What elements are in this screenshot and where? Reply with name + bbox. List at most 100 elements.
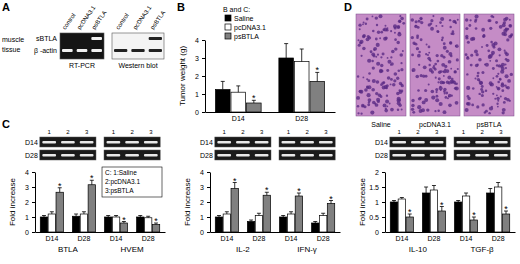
gel-band <box>430 154 444 157</box>
nucleus <box>440 17 444 21</box>
error-bar <box>146 216 150 218</box>
tick: D28 <box>492 232 505 242</box>
nucleus <box>418 64 420 66</box>
nucleus <box>465 18 468 21</box>
bar <box>72 216 79 232</box>
lane-label: 1 <box>462 129 466 135</box>
nucleus <box>509 100 511 102</box>
group-label: IFN-γ <box>297 245 317 254</box>
error-bar <box>114 216 118 218</box>
nucleus <box>444 93 446 95</box>
nucleus <box>479 81 483 85</box>
nucleus <box>390 78 393 81</box>
tick-label: D28 <box>317 235 330 242</box>
nucleus <box>400 17 404 21</box>
tick: D28 <box>142 232 155 242</box>
gel-band <box>91 37 102 40</box>
nucleus <box>368 98 372 102</box>
nucleus <box>450 68 452 70</box>
lane-label: psBTLA <box>149 10 166 31</box>
nucleus <box>379 70 383 74</box>
nucleus <box>358 44 361 47</box>
tick-mark <box>32 187 35 188</box>
tick-mark <box>382 232 385 233</box>
tick-mark <box>207 202 210 203</box>
nucleus <box>368 72 371 75</box>
tick: D28 <box>428 232 441 242</box>
nucleus <box>435 25 437 27</box>
axis-line <box>36 232 166 233</box>
nucleus <box>508 24 512 28</box>
lane-label: 1 <box>112 129 116 135</box>
nucleus <box>445 91 448 94</box>
nucleus <box>466 57 469 60</box>
histology-image <box>464 14 514 116</box>
lane-label: 2 <box>480 129 484 135</box>
nucleus <box>443 46 447 50</box>
panel-label: D <box>344 1 352 13</box>
nucleus <box>360 55 362 57</box>
lane-label: 3 <box>324 129 328 135</box>
bar <box>327 204 334 233</box>
annotation: * <box>440 200 444 210</box>
nucleus <box>443 75 445 77</box>
nucleus <box>454 87 457 90</box>
lane-label: 2 <box>241 129 245 135</box>
tick-label: 2 <box>200 199 204 206</box>
axis-title: Tumor weight (g) <box>178 46 187 107</box>
nucleus <box>435 88 438 91</box>
nucleus <box>485 110 488 113</box>
nucleus <box>496 103 498 105</box>
tick-label: 2 <box>375 169 379 176</box>
nucleus <box>394 47 397 50</box>
nucleus <box>412 111 415 114</box>
gel-band <box>255 141 269 144</box>
gel-band <box>77 49 88 52</box>
bar <box>494 187 501 232</box>
nucleus <box>481 103 484 106</box>
legend: B and C:SalinepcDNA3.1psBTLA <box>223 6 266 41</box>
nucleus <box>457 19 459 21</box>
nucleus <box>359 90 362 93</box>
lane-label: 1 <box>287 129 291 135</box>
bar <box>310 81 325 112</box>
gel <box>279 137 335 147</box>
method-label: RT-PCR <box>69 62 95 69</box>
gel-band <box>80 154 94 157</box>
nucleus <box>500 96 502 98</box>
annotation: * <box>90 173 94 183</box>
nucleus <box>418 97 421 100</box>
bar <box>422 193 429 232</box>
gel-band <box>411 154 425 157</box>
nucleus <box>497 81 500 84</box>
nucleus <box>497 47 501 51</box>
nucleus <box>415 20 418 23</box>
nucleus <box>491 51 495 55</box>
nucleus <box>454 70 457 73</box>
nucleus <box>380 31 383 34</box>
tick: 0 <box>375 229 385 236</box>
lane-label: 3 <box>435 129 439 135</box>
nucleus <box>443 56 446 59</box>
nucleus <box>494 98 496 100</box>
nucleus <box>362 76 364 78</box>
nucleus <box>373 49 375 51</box>
nucleus <box>474 77 476 79</box>
nucleus <box>495 21 498 24</box>
nucleus <box>411 99 414 102</box>
nucleus <box>448 103 452 107</box>
annotation: * <box>252 93 256 103</box>
gel <box>279 150 335 160</box>
tick-mark <box>202 94 205 95</box>
label: muscle <box>2 36 24 43</box>
nucleus <box>506 38 509 41</box>
tick-label: 3 <box>25 184 29 191</box>
group-label: BTLA <box>58 245 79 254</box>
gel-band <box>114 49 127 52</box>
tick-mark <box>207 187 210 188</box>
nucleus <box>436 95 439 98</box>
nucleus <box>477 72 480 75</box>
nucleus <box>506 59 510 63</box>
tick: 1 <box>25 214 35 221</box>
tick: D14 <box>395 232 408 242</box>
